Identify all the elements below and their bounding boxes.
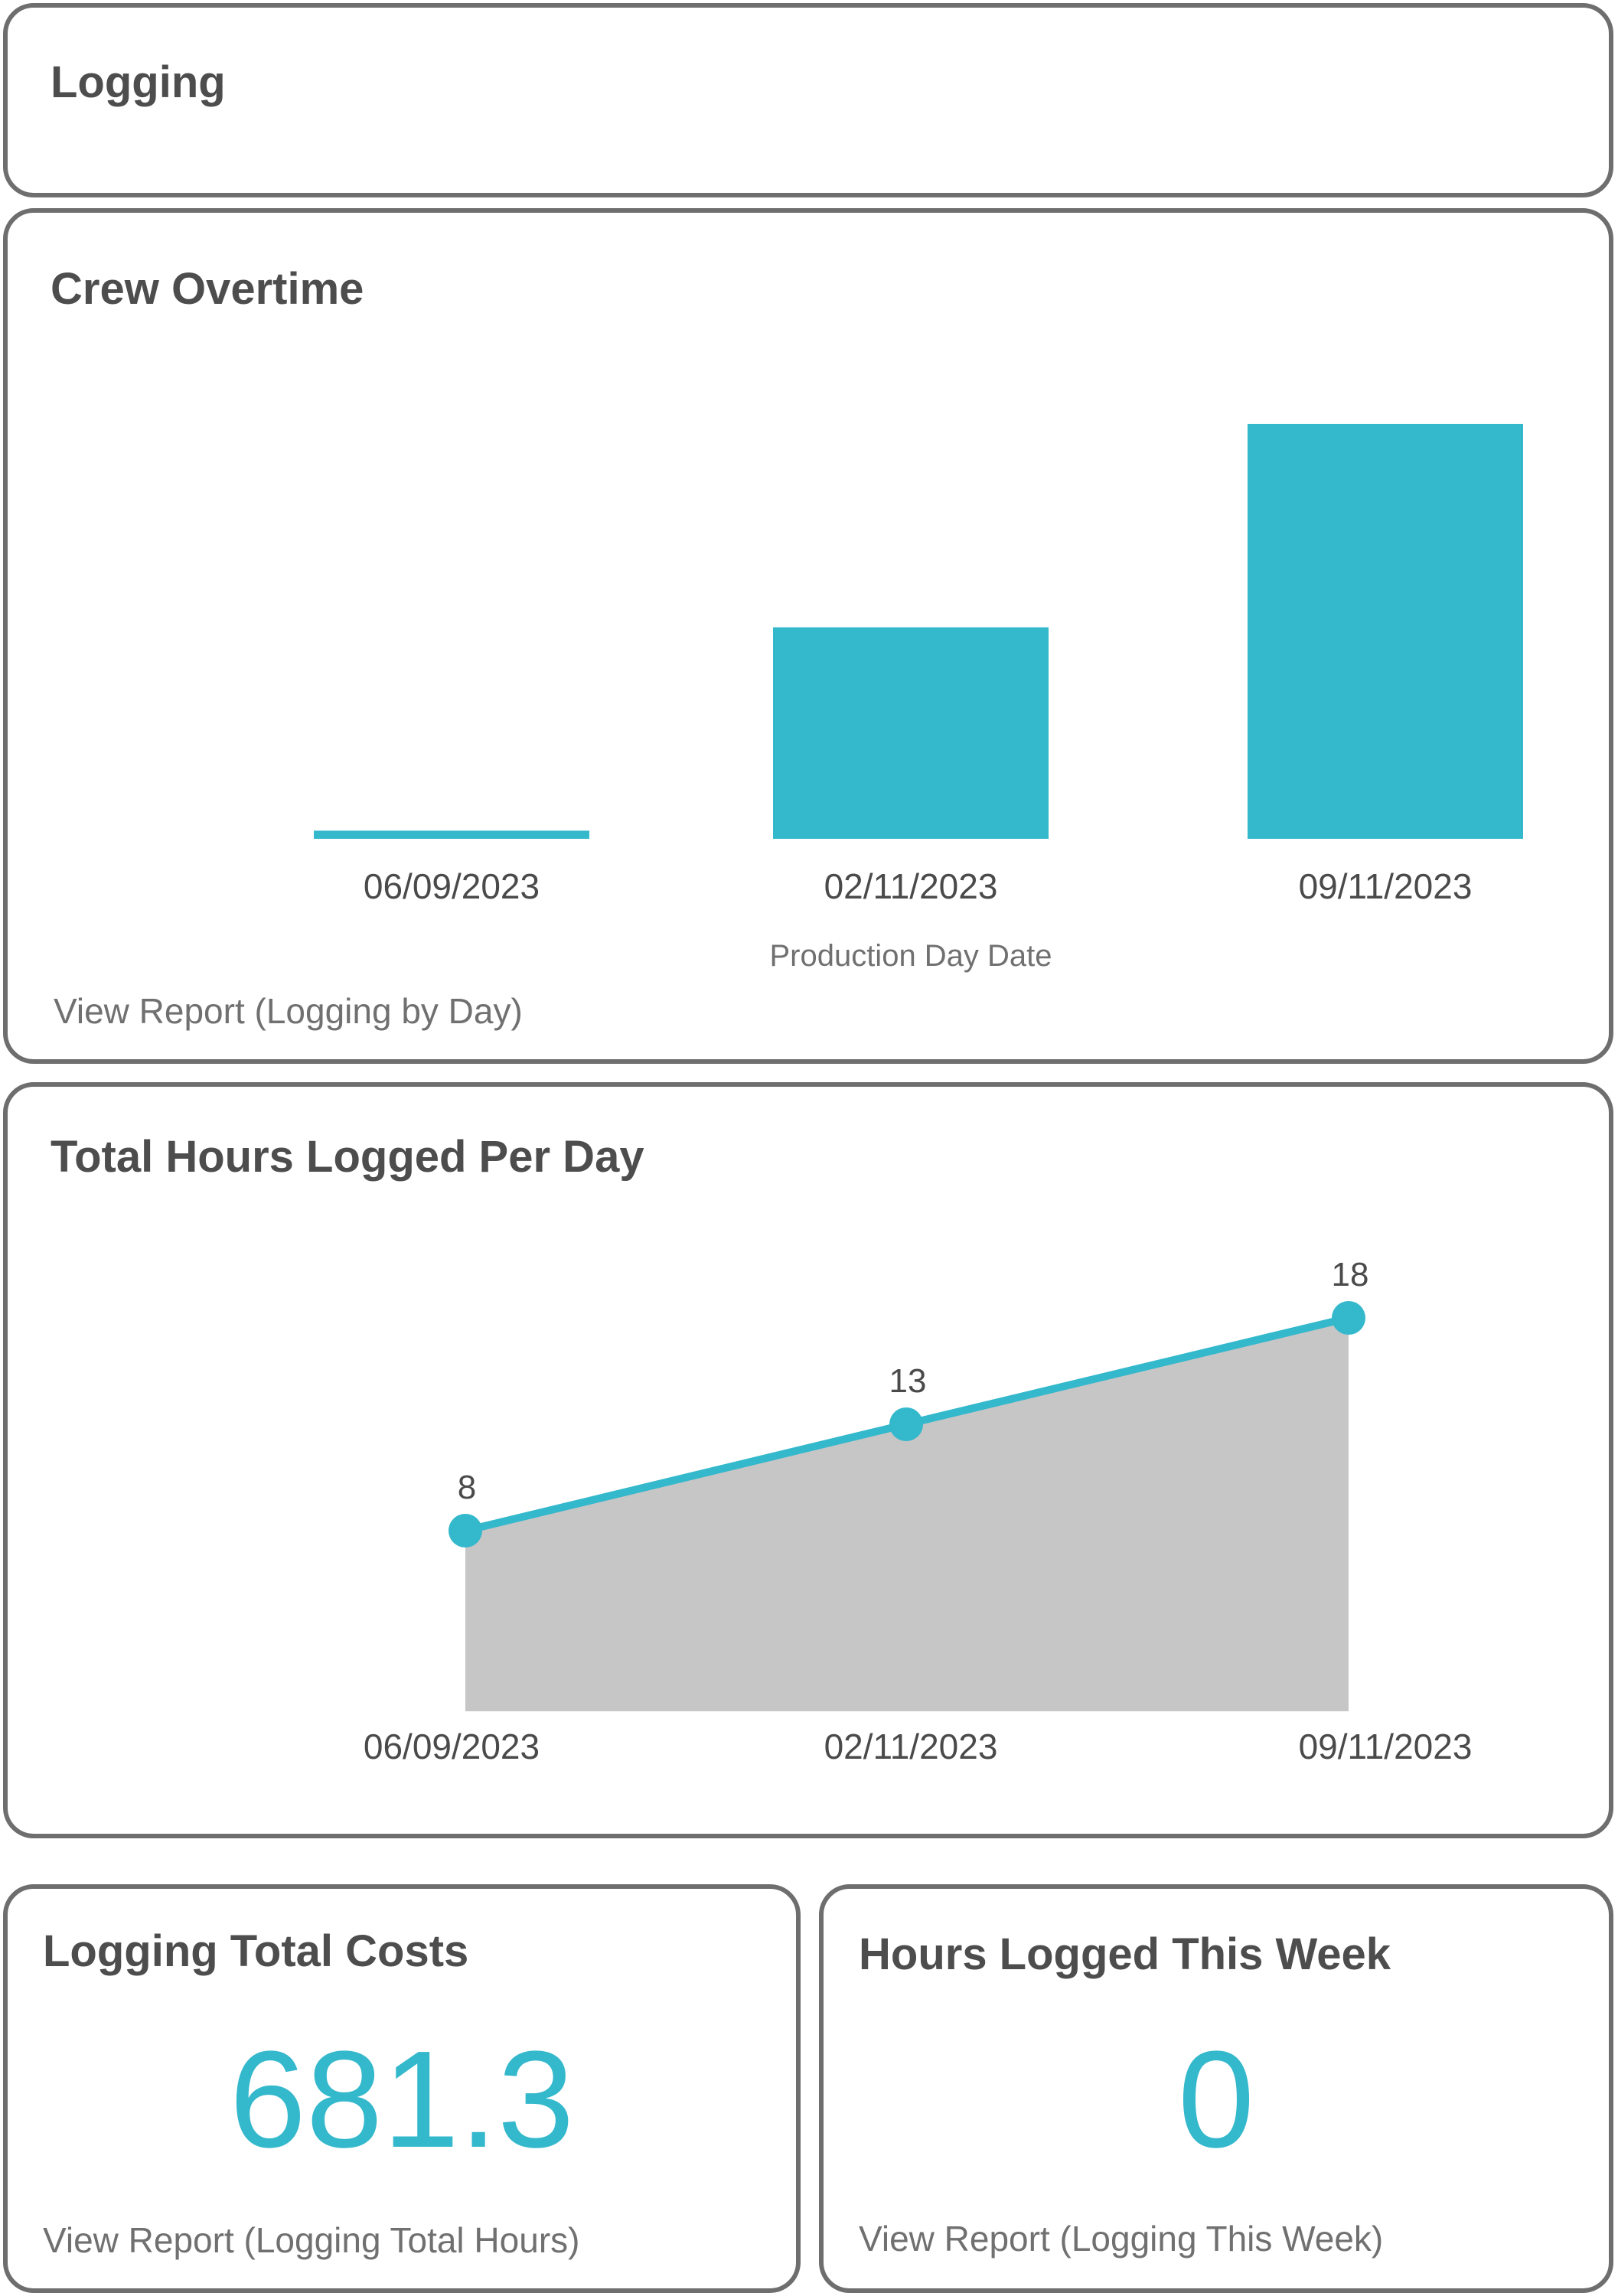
hours-per-day-card: Total Hours Logged Per Day 8 13 18 06/09/20… [3,1082,1613,1838]
x-tick-label: 09/11/2023 [1299,866,1473,906]
logging-total-costs-value: 681.3 [229,2023,575,2177]
hours-per-day-chart: 8 13 18 06/09/2023 02/11/2023 09/11/2023 [364,1256,1473,1766]
hours-data-point [449,1514,482,1548]
view-report-logging-by-day-link[interactable]: View Report (Logging by Day) [54,991,523,1031]
logging-header-card: Logging [3,3,1613,197]
crew-overtime-chart: 06/09/2023 02/11/2023 09/11/2023 Production… [314,423,1523,973]
logging-total-costs-card: Logging Total Costs 681.3 View Report (L… [3,1884,801,2293]
hours-logged-this-week-value: 0 [1177,2023,1255,2177]
crew-overtime-card: Crew Overtime 06/09/2023 02/11/2023 09/11/… [3,208,1613,1064]
hours-per-day-title: Total Hours Logged Per Day [51,1132,644,1182]
x-tick-label: 02/11/2023 [824,866,998,906]
view-report-logging-this-week-link[interactable]: View Report (Logging This Week) [859,2219,1384,2258]
crew-overtime-bar [1248,423,1523,839]
page-title: Logging [51,57,226,107]
logging-total-costs-title: Logging Total Costs [43,1926,469,1976]
hours-logged-this-week-title: Hours Logged This Week [859,1929,1391,1979]
data-label: 8 [458,1469,476,1506]
x-tick-label: 09/11/2023 [1299,1727,1473,1766]
data-label: 13 [889,1362,927,1400]
crew-overtime-title: Crew Overtime [51,264,364,314]
hours-logged-this-week-card: Hours Logged This Week 0 View Report (Lo… [819,1884,1613,2293]
x-tick-label: 06/09/2023 [364,1727,540,1766]
x-tick-label: 02/11/2023 [824,1727,998,1766]
x-tick-label: 06/09/2023 [364,866,540,906]
data-label: 18 [1332,1256,1369,1293]
hours-data-point [1332,1301,1365,1335]
x-axis-title: Production Day Date [769,939,1052,973]
crew-overtime-bar [314,830,589,839]
view-report-logging-total-hours-link[interactable]: View Report (Logging Total Hours) [43,2220,580,2260]
hours-area-fill [465,1318,1349,1711]
crew-overtime-bar [773,627,1049,839]
hours-data-point [889,1407,923,1441]
